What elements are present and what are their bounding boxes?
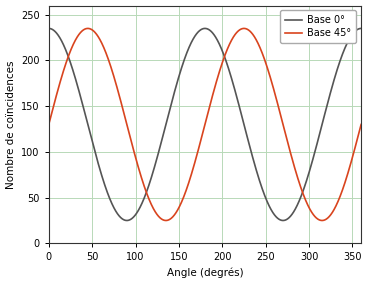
Base 45° [63,65,67,69]
Base 45° [47,123,51,126]
X-axis label: Angle (degrés): Angle (degrés) [167,268,243,278]
Base 0° [63,46,67,49]
Base 45° [86,27,90,30]
Base 0° [199,28,203,32]
Y-axis label: Nombre de coïncidences: Nombre de coïncidences [6,60,15,189]
Line: Base 45°: Base 45° [49,28,361,220]
Base 0° [293,208,297,212]
Base 45° [199,139,203,142]
Base 0° [350,33,354,36]
Base 0° [47,27,51,30]
Legend: Base 0°, Base 45°: Base 0°, Base 45° [280,11,356,43]
Base 0° [359,27,363,30]
Base 0° [125,219,129,222]
Base 45° [320,219,324,222]
Base 45° [293,167,297,170]
Base 45° [190,169,195,172]
Base 45° [359,123,363,126]
Base 45° [350,156,354,160]
Base 0° [190,38,195,42]
Line: Base 0°: Base 0° [49,28,361,220]
Base 45° [350,156,355,159]
Base 0° [350,33,354,36]
